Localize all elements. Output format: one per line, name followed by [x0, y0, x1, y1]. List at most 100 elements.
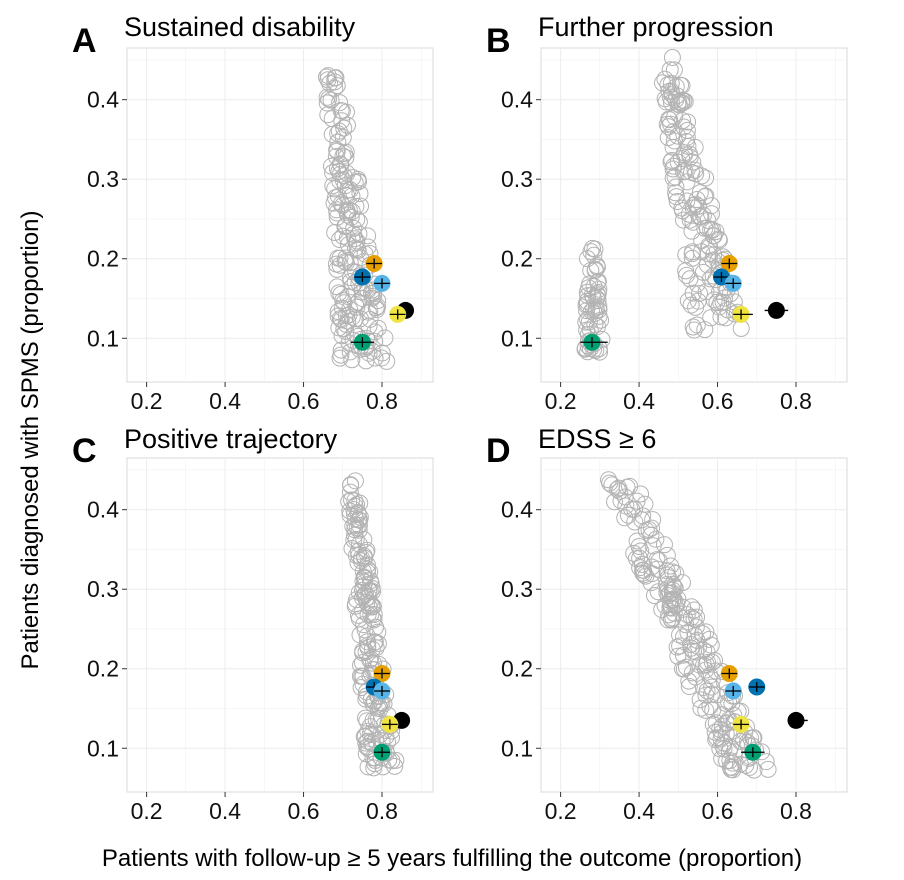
simulation-point	[356, 549, 374, 567]
highlight-point	[350, 333, 375, 351]
simulation-point	[698, 643, 716, 661]
simulation-point	[701, 238, 719, 256]
simulation-point	[329, 307, 347, 325]
simulation-point	[589, 291, 607, 309]
panel-letter: C	[72, 432, 97, 470]
simulation-point	[684, 284, 702, 302]
simulation-point	[644, 537, 662, 555]
simulation-point	[339, 236, 357, 254]
simulation-point	[329, 133, 347, 151]
simulation-point	[694, 625, 712, 643]
simulation-point	[703, 678, 721, 696]
simulation-point	[359, 638, 377, 656]
simulation-point	[707, 730, 725, 748]
y-axis-title: Patients diagnosed with SPMS (proportion…	[17, 211, 44, 670]
simulation-point	[713, 706, 731, 724]
simulation-point	[332, 341, 350, 359]
simulation-point	[359, 238, 377, 256]
simulation-point	[721, 752, 739, 770]
simulation-point	[626, 513, 644, 531]
simulation-point	[343, 351, 361, 369]
y-tick-label: 0.1	[501, 325, 533, 351]
simulation-point	[674, 660, 692, 678]
simulation-point	[668, 596, 686, 614]
simulation-point	[664, 160, 682, 178]
simulation-point	[346, 526, 364, 544]
simulation-point	[670, 96, 688, 114]
simulation-point	[668, 87, 686, 105]
simulation-point	[342, 476, 360, 494]
simulation-point	[667, 178, 685, 196]
simulation-point	[319, 106, 337, 124]
simulation-point	[704, 227, 722, 245]
highlight-point	[741, 743, 765, 761]
simulation-point	[616, 509, 634, 527]
simulation-point	[337, 103, 355, 121]
y-tick-label: 0.2	[501, 246, 533, 272]
highlight-point	[764, 301, 789, 319]
simulation-point	[701, 667, 719, 685]
panel-letter: B	[486, 22, 511, 60]
simulation-point	[362, 606, 380, 624]
simulation-point	[331, 94, 349, 112]
simulation-point	[695, 641, 713, 659]
simulation-point	[644, 511, 662, 529]
simulation-point	[339, 181, 357, 199]
simulation-point	[702, 205, 720, 223]
panel-title: Sustained disability	[124, 12, 356, 42]
simulation-point	[350, 521, 368, 539]
simulation-point	[660, 110, 678, 128]
simulation-point	[713, 750, 731, 768]
highlight-point	[373, 665, 391, 683]
simulation-point	[578, 283, 596, 301]
simulation-point	[704, 251, 722, 269]
simulation-point	[339, 312, 357, 330]
simulation-point	[693, 167, 711, 185]
simulation-point	[677, 658, 695, 676]
simulation-point	[702, 309, 720, 327]
highlight-point	[353, 268, 371, 286]
simulation-point	[359, 560, 377, 578]
panel-title: Positive trajectory	[124, 424, 338, 454]
simulation-point	[663, 151, 681, 169]
highlight-point	[724, 274, 742, 292]
simulation-point	[350, 583, 368, 601]
simulation-point	[326, 189, 344, 207]
simulation-point	[364, 342, 382, 360]
simulation-point	[635, 566, 653, 584]
y-tick-label: 0.3	[87, 576, 119, 602]
simulation-point	[682, 296, 700, 314]
highlight-point	[732, 305, 753, 323]
simulation-point	[324, 177, 342, 195]
simulation-point	[694, 206, 712, 224]
simulation-point	[365, 611, 383, 629]
simulation-point	[658, 580, 676, 598]
simulation-point	[678, 173, 696, 191]
panel-c: 0.1 0.2 0.3 0.4 0.2 0.4 0.6 0.8 C Positive trajec…	[72, 424, 434, 824]
highlight-point	[724, 682, 742, 700]
simulation-point	[611, 482, 629, 500]
simulation-point	[681, 270, 699, 288]
highlight-point	[720, 665, 738, 683]
highlight-point	[365, 255, 383, 273]
simulation-point	[328, 278, 346, 296]
simulation-point	[347, 595, 365, 613]
simulation-point	[659, 568, 677, 586]
simulation-point	[669, 127, 687, 145]
simulation-point	[617, 497, 635, 515]
panel-d: 0.1 0.2 0.3 0.4 0.2 0.4 0.6 0.8 D EDSS ≥ 6	[486, 424, 848, 824]
simulation-point	[346, 310, 364, 328]
simulation-point	[686, 161, 704, 179]
panel-a: 0.1 0.2 0.3 0.4 0.2 0.4 0.6 0.8 A Sustained disab…	[72, 12, 434, 414]
simulation-point	[322, 91, 340, 109]
simulation-point	[331, 249, 349, 267]
simulation-point	[359, 732, 377, 750]
highlight-point	[373, 274, 391, 292]
simulation-point	[328, 260, 346, 278]
simulation-point	[697, 623, 715, 641]
simulation-point	[699, 653, 717, 671]
simulation-point	[369, 699, 387, 717]
simulation-point	[332, 285, 350, 303]
simulation-point	[319, 67, 337, 85]
